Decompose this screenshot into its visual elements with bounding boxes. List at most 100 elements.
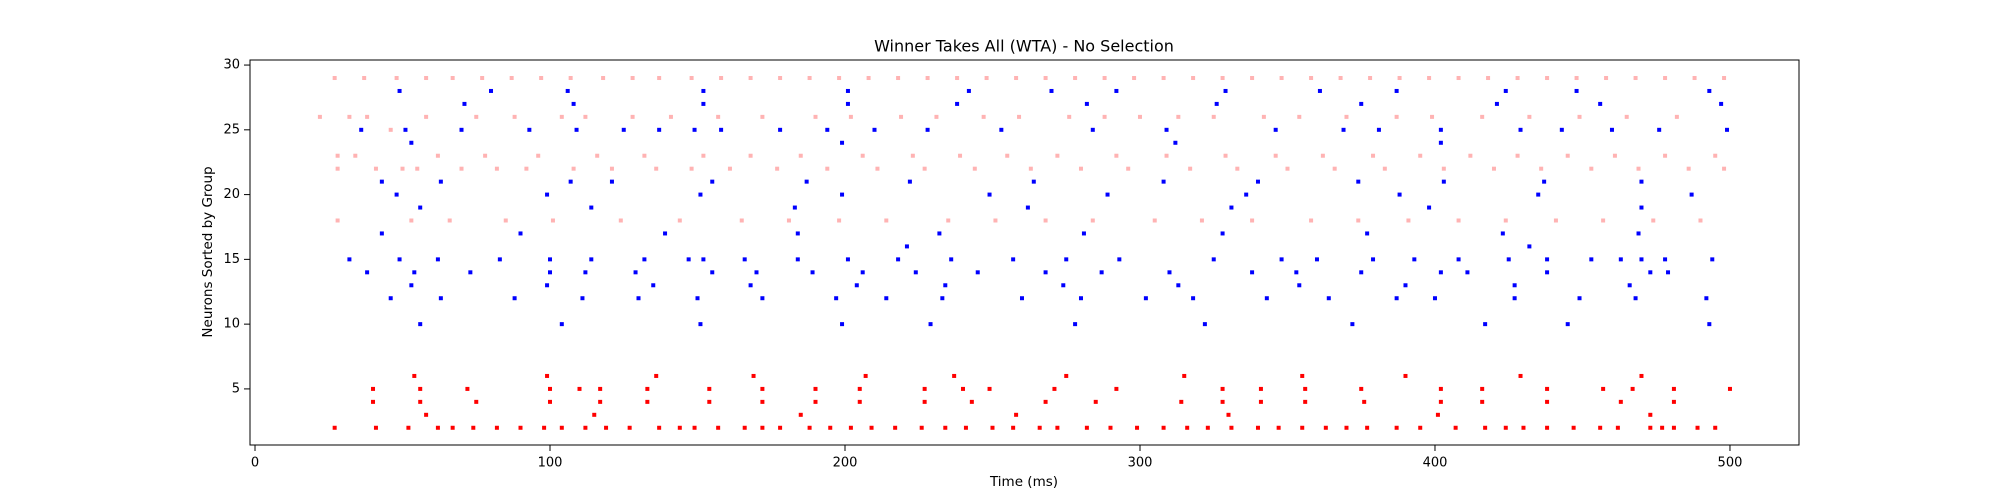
spike [1359,270,1364,275]
spike [1722,166,1727,171]
spike [987,192,992,197]
spike [1545,425,1550,430]
spike [925,76,930,81]
spike [1214,101,1219,106]
spike [1161,76,1166,81]
spike [512,296,517,301]
spike [657,425,662,430]
spike [1601,218,1606,223]
spike [332,425,337,430]
spike [1164,153,1169,158]
spike [1152,218,1157,223]
spike [1371,257,1376,262]
spike [1545,270,1550,275]
spike [727,166,732,171]
spike [1055,425,1060,430]
spike [754,270,759,275]
spike [571,166,576,171]
spike [689,166,694,171]
spike [663,231,668,236]
spike [371,399,376,404]
spike [1064,257,1069,262]
spike [1663,257,1668,262]
spike [795,257,800,262]
spike [335,166,340,171]
spike [1651,218,1656,223]
spike [1093,399,1098,404]
spike [707,399,712,404]
spike [565,88,570,93]
spike [857,399,862,404]
spike [1161,425,1166,430]
spike [568,179,573,184]
spike [1719,101,1724,106]
spike [630,114,635,119]
spike [1356,218,1361,223]
spike [1258,399,1263,404]
spike [559,425,564,430]
spike [412,270,417,275]
spike [707,386,712,391]
spike [450,76,455,81]
spike [627,425,632,430]
spike [512,114,517,119]
spike [1559,127,1564,132]
spike [907,179,912,184]
spike [1229,425,1234,430]
spike [1084,101,1089,106]
spike [332,76,337,81]
spike [760,296,765,301]
spike [630,76,635,81]
spike [450,425,455,430]
spike [1250,270,1255,275]
spike [1179,399,1184,404]
spike [1250,218,1255,223]
spike [993,218,998,223]
spike [418,205,423,210]
spike [919,425,924,430]
spike [365,114,370,119]
spike [1539,166,1544,171]
spike [1577,114,1582,119]
spike [403,127,408,132]
spike [1412,257,1417,262]
spike [1503,218,1508,223]
spike [1648,270,1653,275]
spike [1294,270,1299,275]
spike [571,101,576,106]
spike [739,218,744,223]
spike [548,257,553,262]
spike [654,166,659,171]
spike [645,399,650,404]
spike [1427,205,1432,210]
plot-frame [249,59,1800,446]
spike [1309,76,1314,81]
spike [1636,166,1641,171]
spike [642,153,647,158]
spike [1220,399,1225,404]
spike [798,412,803,417]
spike [1376,127,1381,132]
spike [409,283,414,288]
spike [719,127,724,132]
spike [1515,76,1520,81]
spike [1255,179,1260,184]
spike [899,114,904,119]
spike [786,218,791,223]
spike [1220,76,1225,81]
spike [1285,166,1290,171]
spike [1173,140,1178,145]
y-tick-label: 10 [223,317,240,332]
spike [580,296,585,301]
spike [1167,270,1172,275]
spike [845,101,850,106]
spike [1438,127,1443,132]
spike [698,192,703,197]
spike [795,231,800,236]
spike [645,386,650,391]
spike [860,270,865,275]
spike [963,425,968,430]
spike [778,76,783,81]
spike [598,399,603,404]
spike [1418,425,1423,430]
